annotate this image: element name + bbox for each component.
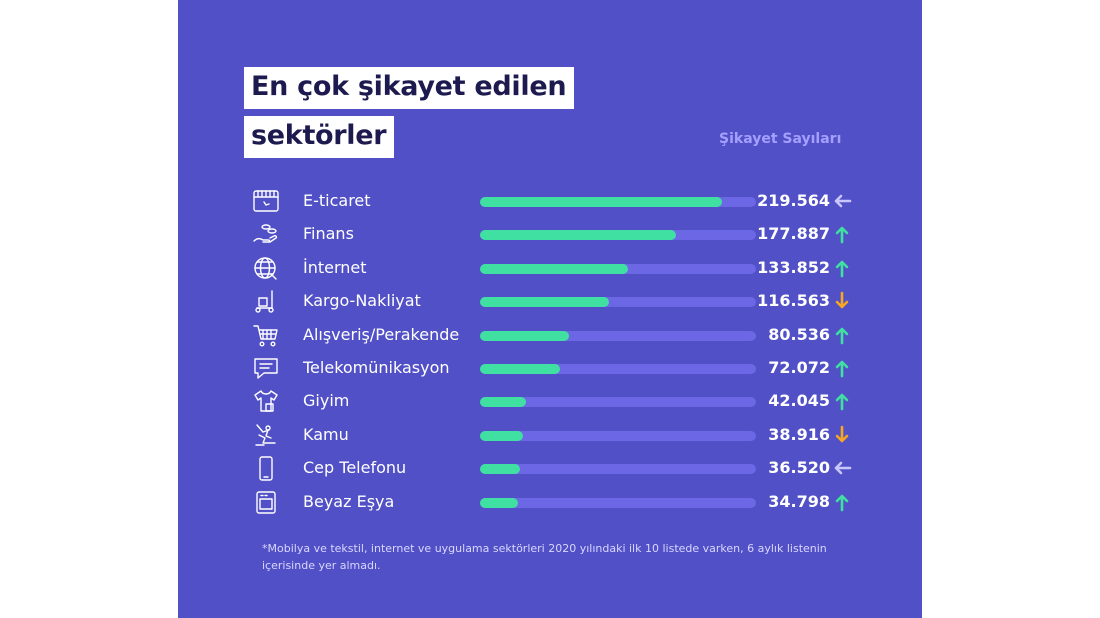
storefront-icon [253,190,279,212]
coins-hand-icon [253,224,278,244]
bar [480,263,628,274]
bar-row: E-ticaret 219.564 [178,185,922,218]
bar-row: Finans 177.887 [178,218,922,251]
bar-track [480,430,756,441]
arrow-up-icon [835,260,849,278]
category-label: Telekomünikasyon [303,358,450,377]
bar-track [480,397,756,408]
bar-track [480,197,756,207]
category-label: İnternet [303,257,367,277]
value-label: 133.852 [757,257,830,277]
cargo-cart-icon [255,290,274,313]
bar-row: Kamu 38.916 [178,419,922,452]
shirt-icon [254,390,278,413]
bar-row: İnternet 133.852 [178,252,922,285]
bar-row: Beyaz Eşya 34.798 [178,486,922,519]
bar [480,430,523,441]
chat-bubble-icon [254,358,278,379]
bar-track [480,230,756,241]
bar [480,230,677,241]
category-label: Kargo-Nakliyat [303,291,421,311]
bar [480,364,560,374]
category-label: Kamu [303,424,349,444]
bar [480,464,521,475]
value-label: 80.536 [768,324,830,344]
chart-title-line-2: sektörler [244,116,395,158]
value-label: 72.072 [768,358,830,377]
chart-title-line-1: En çok şikayet edilen [244,67,575,109]
bar [480,197,723,207]
bar [480,297,609,308]
official-desk-icon [255,424,276,446]
arrow-up-icon [835,494,849,511]
category-label: Finans [303,224,354,244]
shopping-cart-icon [253,324,278,347]
arrow-up-icon [835,360,849,378]
arrow-left-icon [834,461,852,475]
bar-track [480,297,756,308]
bar-row: Telekomünikasyon 72.072 [178,352,922,385]
category-label: Giyim [303,391,350,411]
category-label: Alışveriş/Perakende [303,324,460,344]
category-label: Beyaz Eşya [303,491,395,511]
bar-track [480,497,756,508]
arrow-down-icon [835,291,849,309]
arrow-down-icon [835,425,849,443]
category-label: Cep Telefonu [303,458,407,478]
bar [480,397,527,408]
arrow-up-icon [835,227,849,244]
bar [480,330,569,341]
mobile-phone-icon [259,456,273,481]
value-label: 36.520 [768,458,830,478]
oven-icon [256,490,276,514]
category-label: E-ticaret [303,191,371,210]
bar [480,497,519,508]
arrow-up-icon [835,394,849,411]
arrow-up-icon [835,327,849,344]
bar-track [480,330,756,341]
bar-row: Cep Telefonu 36.520 [178,452,922,485]
value-label: 34.798 [768,491,830,511]
globe-icon [254,257,277,280]
footnote: *Mobilya ve tekstil, internet ve uygulam… [262,542,827,572]
bar-row: Kargo-Nakliyat 116.563 [178,285,922,318]
bar-track [480,263,756,274]
bar-track [480,364,756,374]
bar-row: Alışveriş/Perakende 80.536 [178,319,922,352]
value-label: 219.564 [757,191,830,210]
value-label: 38.916 [768,424,830,444]
arrow-left-icon [834,194,852,208]
value-label: 42.045 [768,391,830,411]
bar-row: Giyim 42.045 [178,385,922,418]
legend-label: Şikayet Sayıları [719,131,842,147]
bar-track [480,464,756,475]
chart-panel: En çok şikayet edilen sektörler Şikayet … [178,0,922,618]
value-label: 116.563 [757,291,830,311]
value-label: 177.887 [757,224,830,244]
